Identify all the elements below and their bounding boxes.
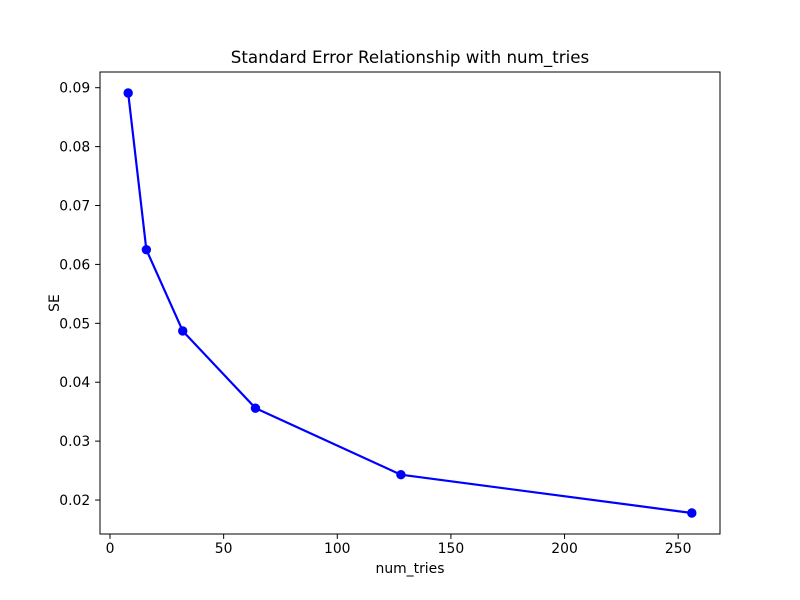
y-tick-label: 0.08 — [59, 140, 90, 156]
y-tick-label: 0.02 — [59, 493, 90, 509]
data-point — [123, 88, 133, 98]
x-axis-label: num_tries — [376, 561, 445, 577]
y-tick-label: 0.09 — [59, 81, 90, 97]
y-tick-label: 0.06 — [59, 257, 90, 273]
data-point — [250, 403, 261, 413]
x-tick-label: 50 — [215, 541, 233, 557]
y-tick-label: 0.03 — [59, 434, 90, 450]
x-tick-label: 250 — [665, 541, 692, 557]
x-tick-label: 0 — [106, 541, 115, 557]
y-tick-label: 0.05 — [59, 316, 90, 332]
data-point — [396, 470, 406, 480]
chart-title: Standard Error Relationship with num_tri… — [231, 47, 589, 68]
x-tick-label: 200 — [551, 541, 578, 557]
x-tick-label: 100 — [324, 541, 351, 557]
data-point — [687, 508, 697, 518]
plot-area: 0 50 100 150 200 250 0.02 0.03 0.04 0.05 0.06 0.07 0… — [59, 71, 721, 557]
plot-border — [99, 71, 721, 535]
data-point — [141, 244, 152, 255]
y-tick-label: 0.04 — [59, 375, 90, 391]
y-tick-label: 0.07 — [59, 199, 90, 215]
x-tick-label: 150 — [438, 541, 465, 557]
data-line — [127, 91, 693, 515]
data-point — [178, 326, 188, 336]
y-axis-label: SE — [47, 294, 63, 312]
